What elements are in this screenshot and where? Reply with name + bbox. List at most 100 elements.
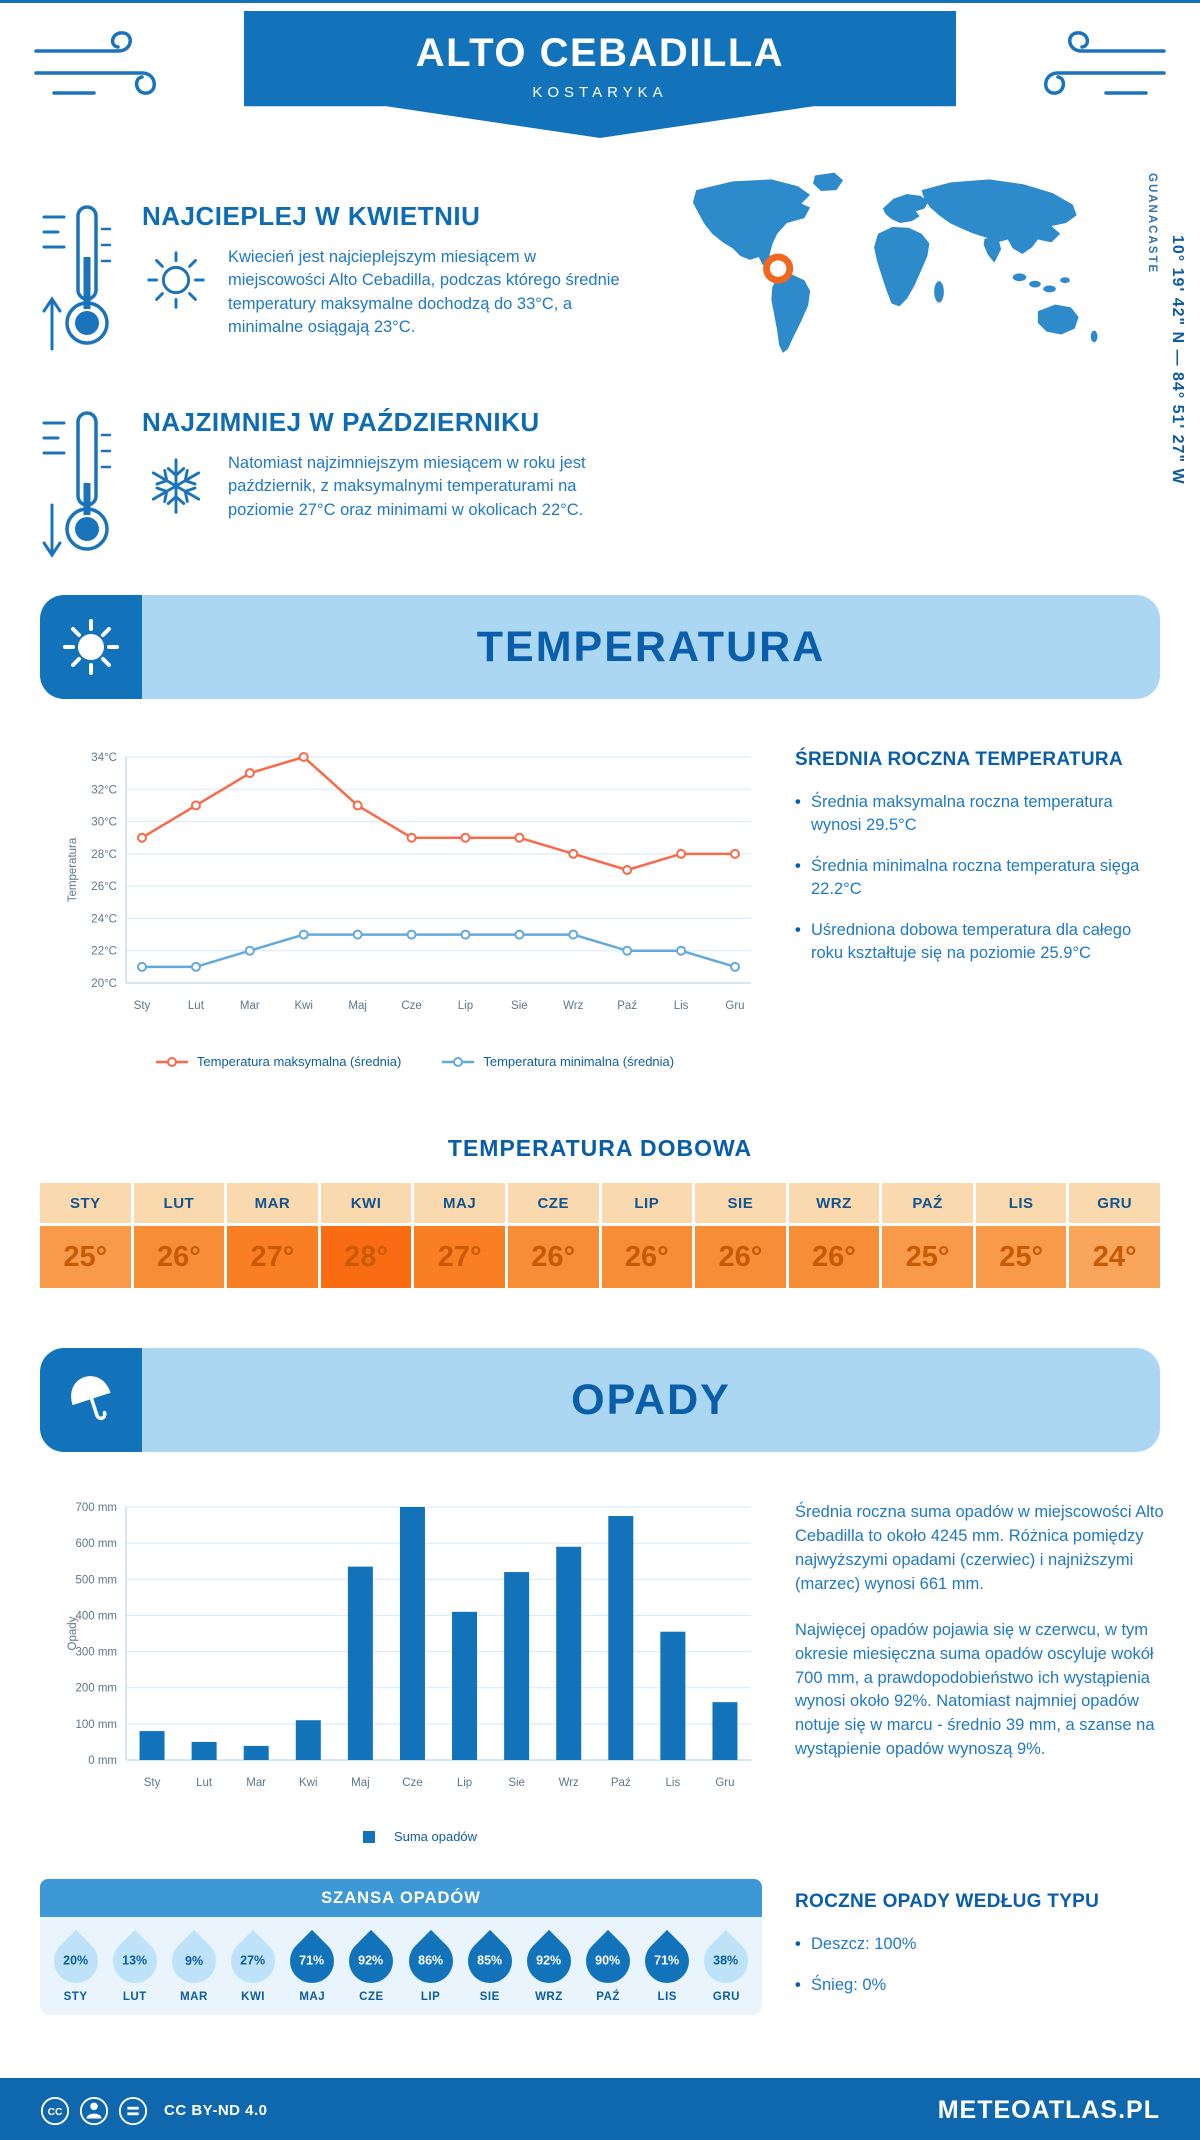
precipitation-section-title: OPADY: [142, 1348, 1160, 1452]
daily-temp-value: 26°: [507, 1226, 599, 1288]
daily-temp-month: PAŹ: [882, 1183, 973, 1223]
rain-chance-item: 13% LUT: [103, 1929, 166, 2003]
y-tick-label: 34°C: [91, 752, 117, 764]
daily-temp-value: 26°: [788, 1226, 880, 1288]
rain-chance-value: 90%: [595, 1954, 621, 1968]
rain-chance-value: 13%: [122, 1954, 148, 1968]
x-tick-label: Kwi: [299, 1777, 318, 1789]
legend-label: Temperatura minimalna (średnia): [483, 1054, 675, 1069]
data-point: [298, 752, 309, 762]
temperature-banner-tab: [40, 595, 142, 699]
data-point: [406, 929, 417, 940]
daily-temp-values: 25° 26° 27° 28° 27° 26° 26° 26° 26° 25° 25° 24°: [40, 1226, 1160, 1288]
data-point: [137, 961, 147, 972]
coldest-month-content: NAJZIMNIEJ W PAŹDZIERNIKU Natomiast najz…: [142, 405, 636, 565]
x-tick-label: Sie: [508, 1777, 525, 1789]
x-tick-label: Wrz: [559, 1777, 579, 1789]
bar: [139, 1731, 165, 1760]
droplet-icon: 86%: [399, 1929, 462, 1993]
precipitation-banner: OPADY: [40, 1348, 1160, 1452]
wind-icon-right: [1044, 31, 1166, 95]
rain-chance-title: SZANSA OPADÓW: [40, 1879, 762, 1917]
data-point: [514, 929, 525, 940]
bar: [504, 1572, 530, 1760]
temperature-bullet: Średnia maksymalna roczna temperatura wy…: [795, 791, 1167, 837]
data-point: [244, 945, 255, 956]
data-point: [352, 929, 363, 940]
x-tick-label: Lis: [666, 1777, 681, 1789]
legend-swatch: [155, 1056, 188, 1067]
sun-badge-icon: [63, 619, 119, 675]
daily-temp-month: WRZ: [788, 1183, 880, 1223]
data-point: [352, 800, 363, 811]
rain-chance-item: 71% MAJ: [281, 1929, 344, 2003]
cc-nd-icon: [118, 2096, 148, 2125]
bar: [452, 1611, 478, 1760]
droplet-icon: 38%: [695, 1929, 758, 1993]
x-tick-label: Mar: [246, 1777, 266, 1789]
data-point: [568, 929, 579, 940]
legend-swatch: [362, 1830, 375, 1843]
x-tick-label: Sty: [134, 1000, 151, 1012]
brand-link[interactable]: METEOATLAS.PL: [937, 2096, 1160, 2124]
temperature-line-chart: 20°C 22°C 24°C 26°C 28°C 30°C 32°C 34°C Sty Lut Ma…: [67, 752, 751, 1012]
y-tick-label: 26°C: [91, 881, 117, 893]
y-tick-label: 0 mm: [88, 1755, 117, 1767]
rain-chance-month: MAJ: [299, 1991, 326, 2003]
data-point: [460, 929, 471, 940]
temperature-bullet: Uśredniona dobowa temperatura dla całego…: [795, 919, 1167, 965]
y-tick-label: 600 mm: [75, 1538, 117, 1550]
daily-temperature-title: TEMPERATURA DOBOWA: [447, 1135, 753, 1161]
x-tick-label: Maj: [348, 1000, 367, 1012]
x-tick-label: Maj: [351, 1777, 370, 1789]
rain-chance-value: 38%: [713, 1954, 739, 1968]
data-point: [514, 832, 525, 843]
x-tick-label: Mar: [240, 1000, 260, 1012]
line-series: [140, 933, 737, 969]
y-tick-label: 22°C: [91, 946, 117, 958]
page-subtitle: KOSTARYKA: [532, 84, 668, 101]
world-map: [650, 161, 1135, 413]
daily-temp-month: STY: [40, 1183, 131, 1223]
sun-icon: [147, 251, 205, 309]
daily-temp-month: CZE: [507, 1183, 599, 1223]
x-tick-label: Paź: [617, 1000, 637, 1012]
legend-label: Temperatura maksymalna (średnia): [196, 1054, 402, 1069]
daily-temp-month: LIP: [601, 1183, 693, 1223]
x-tick-label: Sie: [511, 1000, 528, 1012]
data-point: [568, 848, 579, 859]
precipitation-description: Średnia roczna suma opadów w miejscowośc…: [795, 1501, 1167, 1784]
rain-chance-month: CZE: [359, 1991, 384, 2003]
location-marker: [763, 253, 794, 284]
droplet-icon: 9%: [162, 1929, 226, 1993]
droplet-icon: 92%: [340, 1929, 403, 1993]
rain-chance-value: 92%: [358, 1954, 384, 1968]
bar: [712, 1702, 738, 1760]
precipitation-paragraph-1: Średnia roczna suma opadów w miejscowośc…: [795, 1503, 1164, 1593]
precipitation-type-item: Śnieg: 0%: [795, 1974, 1167, 1997]
thermometer-warm-icon: [42, 205, 112, 351]
rain-chance-item: 71% LIS: [636, 1929, 699, 2003]
temperature-banner: TEMPERATURA: [40, 595, 1160, 699]
legend-item: Temperatura minimalna (średnia): [441, 1054, 674, 1069]
warmest-month-text: Kwiecień jest najcieplejszym miesiącem w…: [228, 248, 620, 337]
droplet-icon: 27%: [221, 1929, 285, 1993]
rain-chance-item: 9% MAR: [162, 1929, 226, 2003]
data-point: [406, 832, 417, 843]
bar: [608, 1516, 634, 1760]
license-icons[interactable]: CC: [40, 2096, 148, 2126]
y-axis-title: Opady: [67, 1616, 79, 1650]
temperature-chart: 20°C 22°C 24°C 26°C 28°C 30°C 32°C 34°C Sty Lut Ma…: [62, 745, 767, 1069]
precipitation-type-title: ROCZNE OPADY WEDŁUG TYPU: [795, 1891, 1100, 1912]
legend-item: Temperatura maksymalna (średnia): [155, 1054, 401, 1069]
droplet-icon: 90%: [576, 1929, 640, 1993]
droplet-icon: 13%: [103, 1929, 166, 1993]
cc-by-icon: [79, 2096, 109, 2125]
x-tick-label: Cze: [401, 1000, 421, 1012]
temperature-summary: ŚREDNIA ROCZNA TEMPERATURA Średnia maksy…: [795, 749, 1167, 984]
rain-chance-panel: SZANSA OPADÓW 20% STY 13% LUT 9% MAR 27% KWI 71%…: [40, 1879, 762, 2015]
rain-chance-item: 20% STY: [44, 1929, 107, 2003]
svg-text:CC: CC: [48, 2107, 63, 2118]
legend-label: Suma opadów: [393, 1829, 478, 1844]
